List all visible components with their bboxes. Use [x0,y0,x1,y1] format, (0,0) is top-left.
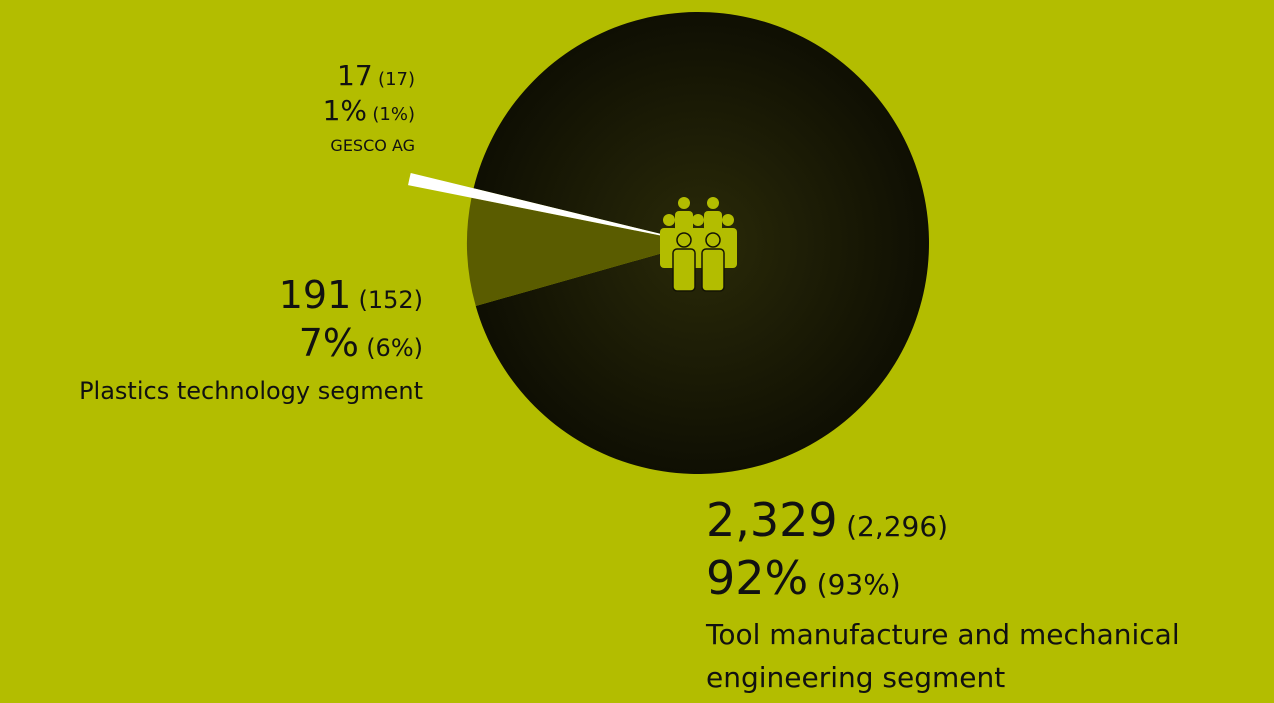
slice-label: 2,329 (2,296) 92% (93%) Tool manufacture and… [706,492,1266,700]
pie-slice [408,172,698,243]
label-line: 7% (6%) [79,320,423,368]
prior-value-label: (2,296) [846,510,949,543]
prior-value-label: (17) [378,69,415,90]
prior-percentage-label: (6%) [366,333,423,362]
label-line: 17 (17) [323,58,415,93]
category-label: Plastics technology segment [79,377,423,405]
slice-label: 17 (17) 1% (1%) GESCO AG [323,58,415,159]
prior-percentage-label: (1%) [372,104,415,125]
percentage-label: 92% [706,550,809,605]
prior-value-label: (152) [358,286,423,314]
label-line: GESCO AG [323,134,415,159]
pie-slice [467,197,698,306]
category-label: Tool manufacture and mechanical engineer… [706,618,1180,695]
people-icon [660,197,737,292]
percentage-label: 7% [298,320,359,365]
label-line: 1% (1%) [323,93,415,128]
label-line: Tool manufacture and mechanical engineer… [706,613,1266,700]
value-label: 2,329 [706,493,838,547]
category-label: GESCO AG [330,136,415,155]
value-label: 17 [337,59,373,92]
label-line: 92% (93%) [706,550,1266,608]
label-line: Plastics technology segment [79,373,423,410]
percentage-label: 1% [322,94,367,127]
slice-label: 191 (152) 7% (6%) Plastics technology segmen… [79,272,423,410]
prior-percentage-label: (93%) [816,567,901,601]
label-line: 191 (152) [79,272,423,320]
value-label: 191 [278,273,352,317]
label-line: 2,329 (2,296) [706,492,1266,550]
